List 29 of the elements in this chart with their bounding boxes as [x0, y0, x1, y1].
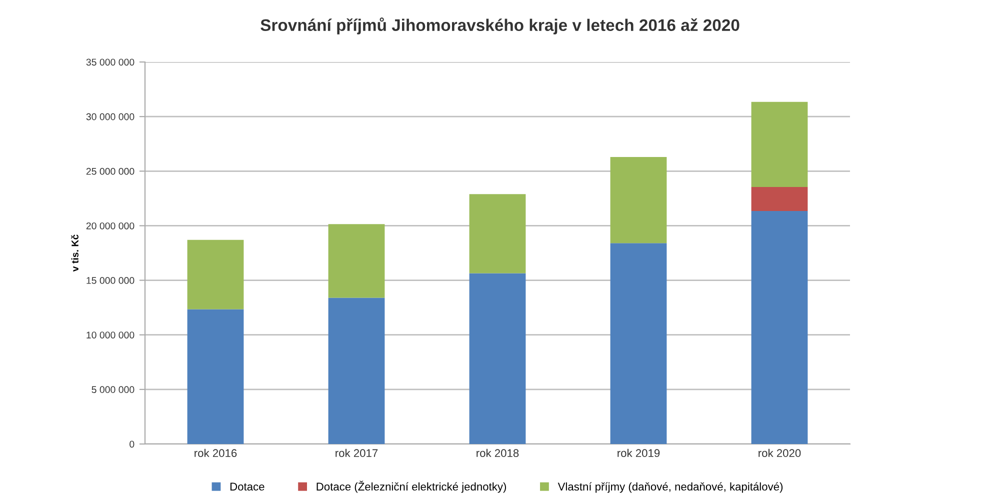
chart-title: Srovnání příjmů Jihomoravského kraje v letech 2016 až 2020 [260, 18, 740, 34]
x-tick-label: rok 2019 [618, 448, 660, 458]
bar [751, 186, 808, 211]
x-tick-label: rok 2016 [194, 448, 237, 458]
bar [610, 243, 667, 444]
bar [469, 194, 526, 274]
x-tick-label: rok 2018 [476, 448, 519, 458]
bar [328, 298, 385, 444]
y-tick-label: 0 [130, 440, 134, 448]
bar [328, 224, 385, 298]
y-axis-title: v tis. Kč [71, 234, 78, 272]
y-tick-label: 5 000 000 [92, 386, 134, 394]
bar [469, 273, 526, 444]
legend-label: Dotace (Železniční elektrické jednotky) [316, 480, 506, 493]
x-tick-label: rok 2017 [336, 448, 378, 458]
legend-label: Dotace [230, 482, 264, 491]
y-tick-label: 35 000 000 [86, 58, 134, 66]
bar [187, 309, 244, 444]
legend-label: Vlastní příjmy (daňové, nedaňové, kapitálové) [558, 482, 783, 493]
bar [187, 240, 244, 310]
y-tick-label: 25 000 000 [86, 168, 134, 175]
y-tick-label: 15 000 000 [86, 277, 134, 284]
bar [751, 102, 808, 187]
x-tick-label: rok 2020 [758, 448, 801, 458]
y-tick-label: 10 000 000 [86, 332, 134, 338]
y-tick-label: 30 000 000 [86, 113, 134, 120]
bar [610, 156, 667, 244]
bar [751, 210, 808, 444]
y-tick-label: 20 000 000 [86, 222, 134, 230]
